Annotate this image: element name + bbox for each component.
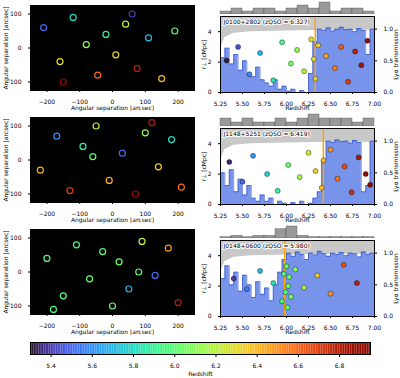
svg-text:Angular separation [arcsec]: Angular separation [arcsec] [71,216,154,224]
svg-text:4: 4 [208,252,212,259]
svg-text:6.2: 6.2 [211,362,221,369]
svg-text:2: 2 [208,58,212,65]
svg-text:5.75: 5.75 [258,100,272,107]
svg-text:0: 0 [208,88,212,95]
svg-text:6.50: 6.50 [324,324,338,331]
svg-text:100: 100 [139,97,151,105]
svg-text:0: 0 [110,321,115,329]
svg-text:5.6: 5.6 [88,362,98,369]
svg-text:200: 200 [172,98,184,105]
svg-text:200: 200 [172,210,184,217]
svg-text:5.25: 5.25 [214,212,228,219]
svg-text:r⊥ [cMpc]: r⊥ [cMpc] [200,152,208,182]
svg-text:Redshift: Redshift [188,370,213,377]
svg-text:6.50: 6.50 [324,100,338,107]
svg-text:−100: −100 [71,97,88,105]
svg-text:6.75: 6.75 [346,324,360,331]
svg-text:5.50: 5.50 [236,100,250,107]
svg-text:7.00: 7.00 [368,100,382,107]
svg-text:4: 4 [208,140,212,147]
svg-text:6.50: 6.50 [324,212,338,219]
svg-text:100: 100 [139,321,151,329]
svg-text:J1148+5251 (zQSO = 6.419): J1148+5251 (zQSO = 6.419) [223,130,310,138]
svg-text:7.00: 7.00 [368,324,382,331]
svg-text:−100: −100 [71,321,88,329]
svg-text:100: 100 [10,122,22,129]
svg-text:−100: −100 [5,301,22,309]
svg-text:5.25: 5.25 [214,100,228,107]
svg-text:6.8: 6.8 [335,362,345,369]
svg-text:Angular separation [arcsec]: Angular separation [arcsec] [2,230,10,313]
svg-text:0: 0 [208,312,212,319]
svg-text:6.0: 6.0 [170,362,180,369]
svg-text:0.5: 0.5 [383,56,393,64]
svg-text:Redshift: Redshift [285,216,310,223]
svg-text:0.5: 0.5 [383,168,393,176]
svg-text:Lyα transmission: Lyα transmission [392,29,400,80]
svg-text:6.75: 6.75 [346,212,360,219]
svg-text:0.0: 0.0 [384,312,394,319]
svg-text:Lyα transmission: Lyα transmission [392,253,400,304]
svg-text:J0148+0600 (zQSO = 5.980): J0148+0600 (zQSO = 5.980) [223,242,310,250]
svg-text:0: 0 [110,97,115,105]
svg-text:5.75: 5.75 [258,324,272,331]
svg-text:7.00: 7.00 [368,212,382,219]
svg-text:r⊥ [cMpc]: r⊥ [cMpc] [200,40,208,70]
svg-text:0: 0 [208,200,212,207]
svg-text:J0100+2802 (zQSO = 6.327): J0100+2802 (zQSO = 6.327) [223,18,310,26]
svg-text:r⊥ [cMpc]: r⊥ [cMpc] [200,264,208,294]
svg-text:5.50: 5.50 [236,324,250,331]
svg-text:4: 4 [208,28,212,35]
svg-text:1.0: 1.0 [383,25,393,33]
svg-text:−100: −100 [5,77,22,85]
svg-text:1.0: 1.0 [383,249,393,257]
svg-text:5.50: 5.50 [236,212,250,219]
svg-text:6.6: 6.6 [294,362,304,369]
svg-text:Angular separation [arcsec]: Angular separation [arcsec] [71,328,154,336]
svg-text:Angular separation [arcsec]: Angular separation [arcsec] [2,6,10,89]
svg-text:−200: −200 [39,98,56,105]
svg-text:5.8: 5.8 [129,362,139,369]
svg-text:0: 0 [18,44,22,51]
svg-text:0.0: 0.0 [384,200,394,207]
svg-text:0: 0 [18,156,22,163]
svg-text:Lyα transmission: Lyα transmission [392,141,400,192]
svg-text:−200: −200 [39,322,56,329]
svg-text:100: 100 [10,10,22,17]
svg-text:−100: −100 [71,209,88,217]
svg-text:0.5: 0.5 [383,280,393,288]
svg-text:−100: −100 [5,189,22,197]
svg-text:Angular separation [arcsec]: Angular separation [arcsec] [2,118,10,201]
svg-text:2: 2 [208,170,212,177]
svg-text:200: 200 [172,322,184,329]
svg-text:Redshift: Redshift [285,104,310,111]
svg-text:1.0: 1.0 [383,137,393,145]
svg-text:5.4: 5.4 [46,362,56,369]
svg-text:Redshift: Redshift [285,328,310,335]
svg-text:5.25: 5.25 [214,324,228,331]
svg-text:6.75: 6.75 [346,100,360,107]
svg-text:100: 100 [10,234,22,241]
svg-text:100: 100 [139,209,151,217]
svg-text:0: 0 [18,268,22,275]
svg-text:5.75: 5.75 [258,212,272,219]
svg-text:−200: −200 [39,210,56,217]
svg-text:6.4: 6.4 [252,362,262,369]
svg-text:0.0: 0.0 [384,88,394,95]
svg-text:0: 0 [110,209,115,217]
svg-text:2: 2 [208,282,212,289]
svg-text:Angular separation [arcsec]: Angular separation [arcsec] [71,104,154,112]
